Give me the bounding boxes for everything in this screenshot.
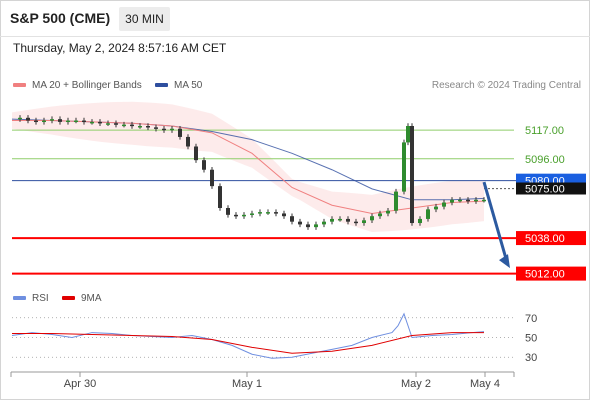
legend-ma50-label: MA 50 xyxy=(174,80,203,91)
candle-body xyxy=(250,213,254,215)
support-label: 5012.00 xyxy=(525,269,565,281)
x-tick-label: May 1 xyxy=(232,378,262,390)
rsi-line xyxy=(11,312,485,359)
candle-body xyxy=(34,120,38,123)
candle-body xyxy=(458,199,462,202)
chart-header: S&P 500 (CME) 30 MIN xyxy=(0,0,590,37)
ninema-swatch xyxy=(62,296,75,301)
pivot-label: 5075.00 xyxy=(525,184,565,196)
support-label-box xyxy=(516,266,586,281)
candle-body xyxy=(362,220,366,224)
candle-body xyxy=(474,199,478,202)
resistance-label: 5117.00 xyxy=(525,125,564,137)
candle-body xyxy=(258,212,262,214)
candle-body xyxy=(18,117,22,120)
candle-body xyxy=(82,120,86,123)
x-tick-label: May 2 xyxy=(401,378,431,390)
candle-body xyxy=(282,213,286,217)
candle-body xyxy=(170,128,174,131)
candle-body xyxy=(154,127,158,129)
resistance-label: 5096.00 xyxy=(525,154,565,166)
candle-body xyxy=(274,212,278,214)
legend-rsi-label: RSI xyxy=(32,293,49,304)
legend-9ma: 9MA xyxy=(62,293,102,304)
support-label: 5038.00 xyxy=(525,233,565,245)
candle-body xyxy=(322,221,326,225)
candle-body xyxy=(426,209,430,219)
candle-body xyxy=(98,121,102,124)
candle-body xyxy=(450,199,454,203)
support-label-box xyxy=(516,231,586,246)
rsi-tick-label: 50 xyxy=(525,333,537,345)
candle-body xyxy=(378,213,382,217)
rsi-swatch xyxy=(13,296,26,301)
rsi-9ma-line xyxy=(12,332,484,354)
candle-body xyxy=(354,221,358,224)
candle-body xyxy=(226,208,230,215)
candle-body xyxy=(306,224,310,228)
candle-body xyxy=(210,169,214,187)
candle-body xyxy=(122,124,126,127)
copyright-notice: Research © 2024 Trading Central xyxy=(431,80,581,91)
candle-body xyxy=(410,126,414,224)
legend-9ma-label: 9MA xyxy=(81,293,102,304)
ma50-swatch xyxy=(155,83,168,88)
candle-body xyxy=(90,121,94,124)
candle-body xyxy=(50,119,54,121)
rsi-tick-label: 70 xyxy=(525,313,537,325)
candle-body xyxy=(234,214,238,217)
candle-body xyxy=(466,199,470,202)
candle-body xyxy=(106,123,110,125)
candle-body xyxy=(218,186,222,208)
candle-body xyxy=(146,126,150,128)
candle-body xyxy=(346,218,350,222)
legend-ma20-label: MA 20 + Bollinger Bands xyxy=(32,80,142,91)
candle-body xyxy=(338,218,342,221)
candle-body xyxy=(162,128,166,131)
candle-body xyxy=(394,191,398,211)
candle-body xyxy=(26,117,30,121)
candle-body xyxy=(74,120,78,123)
candle-body xyxy=(330,218,334,222)
candle-body xyxy=(58,119,62,122)
candle-body xyxy=(402,142,406,192)
candle-body xyxy=(114,123,118,125)
candle-body xyxy=(42,120,46,123)
instrument-title: S&P 500 (CME) xyxy=(10,10,111,26)
candle-body xyxy=(434,206,438,210)
candle-body xyxy=(202,160,206,170)
candle-body xyxy=(386,210,390,214)
candle-body xyxy=(442,202,446,207)
pivot-label-box xyxy=(516,182,586,195)
x-tick-label: Apr 30 xyxy=(64,378,96,390)
candle-body xyxy=(242,214,246,217)
legend-ma20: MA 20 + Bollinger Bands xyxy=(13,80,142,91)
ma20-swatch xyxy=(13,83,26,88)
candle-body xyxy=(370,216,374,221)
legend-ma50: MA 50 xyxy=(155,80,202,91)
candle-body xyxy=(266,212,270,214)
candle-body xyxy=(406,126,410,143)
rsi-tick-label: 30 xyxy=(525,352,537,364)
candle-body xyxy=(314,224,318,228)
legend-rsi: RSI xyxy=(13,293,49,304)
candle-body xyxy=(418,218,422,224)
candle-body xyxy=(66,120,70,123)
x-tick-label: May 4 xyxy=(470,378,500,390)
forecast-arrow xyxy=(482,181,509,263)
interval-button[interactable]: 30 MIN xyxy=(119,7,170,31)
candle-body xyxy=(482,199,486,202)
candle-body xyxy=(178,128,182,137)
candle-body xyxy=(130,124,134,127)
bollinger-band xyxy=(12,101,484,233)
candle-body xyxy=(186,136,190,147)
forecast-arrowhead xyxy=(499,254,510,269)
candle-body xyxy=(290,216,294,222)
candle-body xyxy=(194,146,198,161)
candle-body xyxy=(298,221,302,225)
candle-body xyxy=(138,126,142,128)
timestamp: Thursday, May 2, 2024 8:57:16 AM CET xyxy=(13,41,227,55)
